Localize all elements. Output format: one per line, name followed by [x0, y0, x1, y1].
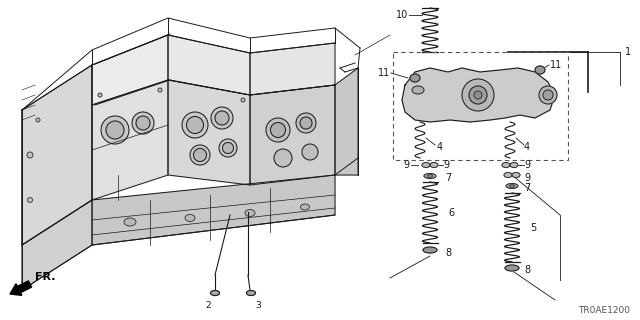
Ellipse shape: [506, 183, 518, 188]
Text: FR.: FR.: [35, 272, 56, 282]
Ellipse shape: [101, 116, 129, 144]
Polygon shape: [22, 65, 92, 245]
Ellipse shape: [502, 163, 510, 167]
Ellipse shape: [301, 204, 310, 210]
Polygon shape: [335, 68, 358, 175]
Text: 7: 7: [445, 173, 451, 183]
Ellipse shape: [98, 93, 102, 97]
Ellipse shape: [422, 163, 430, 167]
Polygon shape: [92, 80, 168, 200]
Text: 4: 4: [524, 142, 530, 152]
Ellipse shape: [300, 117, 312, 129]
Polygon shape: [92, 35, 168, 105]
Polygon shape: [22, 200, 92, 290]
Ellipse shape: [215, 111, 229, 125]
Ellipse shape: [510, 163, 518, 167]
Text: 8: 8: [524, 265, 530, 275]
Text: 5: 5: [530, 223, 536, 233]
Polygon shape: [22, 65, 92, 245]
Ellipse shape: [424, 173, 436, 179]
Ellipse shape: [158, 88, 162, 92]
Ellipse shape: [410, 74, 420, 82]
Text: 3: 3: [255, 301, 260, 310]
Polygon shape: [92, 175, 335, 245]
Text: 1: 1: [625, 47, 631, 57]
Ellipse shape: [211, 107, 233, 129]
Ellipse shape: [505, 265, 519, 271]
Ellipse shape: [462, 79, 494, 111]
Ellipse shape: [193, 148, 207, 162]
Polygon shape: [250, 43, 335, 95]
Ellipse shape: [296, 113, 316, 133]
Ellipse shape: [266, 118, 290, 142]
Text: 10: 10: [396, 10, 408, 20]
Ellipse shape: [509, 185, 515, 188]
Ellipse shape: [132, 112, 154, 134]
Text: 4: 4: [437, 142, 443, 152]
Ellipse shape: [190, 145, 210, 165]
Ellipse shape: [241, 98, 245, 102]
Ellipse shape: [186, 116, 204, 133]
Ellipse shape: [124, 218, 136, 226]
Ellipse shape: [474, 91, 482, 99]
Ellipse shape: [185, 214, 195, 221]
Ellipse shape: [106, 121, 124, 139]
Ellipse shape: [430, 163, 438, 167]
Ellipse shape: [27, 152, 33, 158]
Ellipse shape: [211, 291, 220, 295]
Ellipse shape: [412, 86, 424, 94]
Ellipse shape: [469, 86, 487, 104]
Text: TR0AE1200: TR0AE1200: [578, 306, 630, 315]
Ellipse shape: [512, 172, 520, 178]
Text: 6: 6: [448, 208, 454, 218]
Bar: [393, 52, 568, 160]
Text: 11: 11: [378, 68, 390, 78]
Ellipse shape: [219, 139, 237, 157]
Ellipse shape: [246, 291, 255, 295]
Ellipse shape: [428, 174, 433, 178]
Ellipse shape: [271, 123, 285, 138]
Text: 9: 9: [524, 160, 530, 170]
Text: 2: 2: [205, 301, 211, 310]
Text: 8: 8: [445, 248, 451, 258]
FancyArrow shape: [10, 281, 31, 295]
Ellipse shape: [36, 118, 40, 122]
Polygon shape: [250, 85, 335, 185]
Text: 9: 9: [404, 160, 410, 170]
Ellipse shape: [223, 142, 234, 154]
Ellipse shape: [535, 66, 545, 74]
Ellipse shape: [539, 86, 557, 104]
Text: 9: 9: [443, 160, 449, 170]
Text: 9: 9: [524, 173, 530, 183]
Ellipse shape: [504, 172, 512, 178]
Text: 11: 11: [550, 60, 563, 70]
Ellipse shape: [423, 247, 437, 253]
Ellipse shape: [136, 116, 150, 130]
Ellipse shape: [182, 112, 208, 138]
Ellipse shape: [302, 144, 318, 160]
Text: 7: 7: [524, 183, 531, 193]
Ellipse shape: [245, 210, 255, 217]
Polygon shape: [168, 35, 250, 95]
Ellipse shape: [274, 149, 292, 167]
Ellipse shape: [543, 90, 553, 100]
Polygon shape: [402, 68, 555, 122]
Polygon shape: [168, 80, 250, 185]
Ellipse shape: [28, 197, 33, 203]
